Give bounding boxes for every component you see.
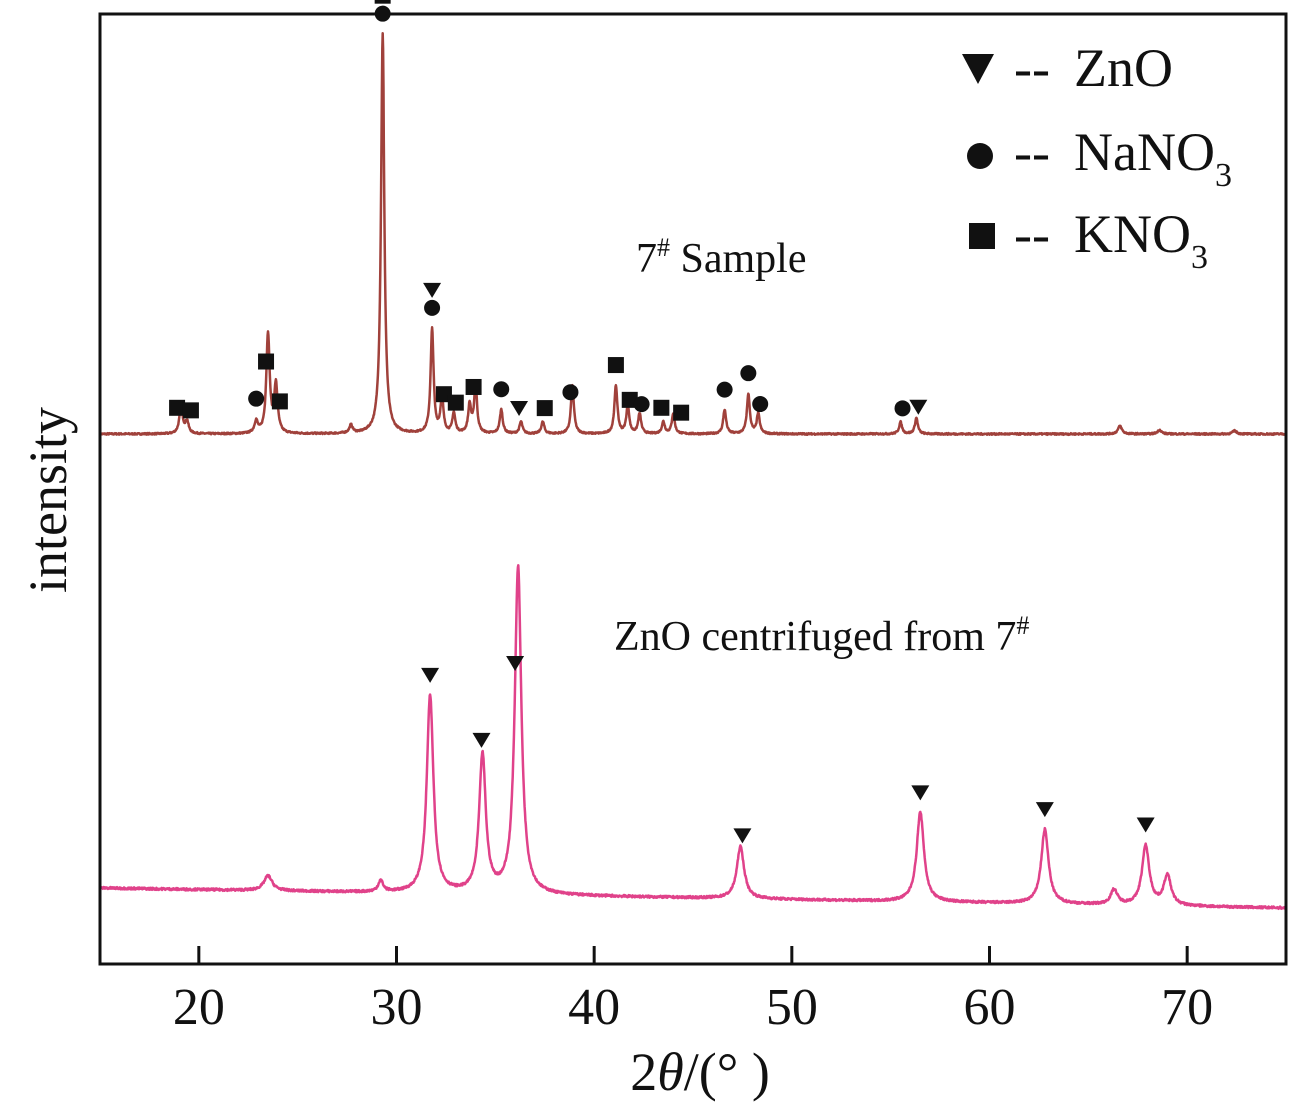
peak-marker-square-icon-2: [169, 399, 186, 416]
legend-label-zno: ZnO: [1074, 38, 1173, 98]
x-axis-title-symbol: θ: [657, 1042, 684, 1102]
legend-triangle-down-icon: [962, 54, 994, 84]
peak-marker-square-icon-17: [653, 399, 670, 416]
legend-label-kno3-sub: 3: [1191, 239, 1208, 276]
series-line-1: [98, 564, 1287, 911]
peak-marker-triangle-down-icon-28: [911, 785, 930, 801]
peak-marker-square-icon-12: [536, 400, 553, 417]
x-tick-label-30: 30: [371, 979, 423, 1036]
peak-marker-circle-icon-19: [716, 381, 733, 398]
annotation-7-sample-sup: #: [657, 233, 670, 262]
legend-circle-icon: [967, 143, 993, 169]
peak-marker-square-icon-14: [607, 357, 624, 374]
x-tick-label-40: 40: [568, 979, 620, 1036]
peak-marker-square-icon-8: [447, 394, 464, 411]
x-tick-label-70: 70: [1161, 979, 1213, 1036]
y-axis-title: intensity: [18, 407, 78, 593]
peak-marker-square-icon-5: [258, 353, 275, 370]
legend-entry-zno: -- ZnO: [962, 38, 1173, 98]
annotation-7-sample-base: 7: [636, 236, 657, 282]
peak-marker-triangle-down-icon-30: [1136, 817, 1155, 833]
peak-marker-triangle-down-icon-27: [733, 828, 752, 844]
legend: -- ZnO -- NaNO3 -- KNO3: [962, 38, 1232, 276]
legend-entry-kno3: -- KNO3: [969, 204, 1208, 276]
peak-marker-circle-icon-10: [493, 381, 510, 398]
legend-label-kno3-base: KNO: [1074, 204, 1191, 264]
peak-marker-triangle-down-icon-29: [1035, 802, 1054, 818]
peak-marker-triangle-down-icon-24: [421, 667, 440, 683]
x-tick-label-60: 60: [964, 979, 1016, 1036]
annotation-7-sample: 7# Sample: [636, 233, 806, 282]
peak-marker-circle-icon-1: [424, 299, 441, 316]
plot-frame: [98, 12, 1288, 966]
x-axis-title-prefix: 2: [630, 1042, 657, 1102]
legend-label-nano3-base: NaNO: [1074, 122, 1215, 182]
legend-label-nano3-sub: 3: [1215, 157, 1232, 194]
peak-marker-circle-icon-20: [740, 365, 757, 382]
x-ticks-layer: 20 30 40 50 60 70: [173, 946, 1213, 1036]
peak-marker-circle-icon-4: [248, 390, 265, 407]
legend-label-nano3: NaNO3: [1074, 122, 1232, 194]
legend-dash-kno3: --: [1014, 204, 1050, 264]
peak-marker-triangle-down-icon-1: [423, 282, 442, 298]
legend-dash-zno: --: [1014, 38, 1050, 98]
peak-markers-layer: [169, 0, 1155, 844]
peak-marker-circle-icon-16: [633, 396, 650, 413]
series-line-0: [98, 32, 1288, 437]
legend-label-kno3: KNO3: [1074, 204, 1208, 276]
annotation-zno-base: ZnO centrifuged from 7: [614, 614, 1016, 660]
legend-dash-nano3: --: [1014, 122, 1050, 182]
annotation-7-sample-text: Sample: [670, 236, 806, 282]
peak-marker-triangle-down-icon-25: [472, 732, 491, 748]
peak-marker-square-icon-0: [374, 0, 391, 4]
x-tick-label-20: 20: [173, 979, 225, 1036]
peak-marker-square-icon-6: [271, 393, 288, 410]
annotation-zno-centrifuged: ZnO centrifuged from 7#: [614, 611, 1029, 660]
peak-marker-circle-icon-13: [562, 384, 579, 401]
curves-layer: [98, 32, 1288, 911]
peak-marker-circle-icon-22: [894, 400, 911, 417]
annotation-zno-sup: #: [1016, 611, 1029, 640]
peak-marker-triangle-down-icon-26: [506, 656, 525, 672]
x-axis-title: 2θ/(° ): [630, 1042, 770, 1102]
x-tick-label-50: 50: [766, 979, 818, 1036]
peak-marker-triangle-down-icon-11: [510, 400, 529, 416]
x-axis-title-unit: /(° ): [684, 1042, 770, 1102]
peak-marker-square-icon-9: [465, 378, 482, 395]
peak-marker-square-icon-18: [673, 404, 690, 421]
peak-marker-circle-icon-21: [752, 396, 769, 413]
legend-square-icon: [969, 223, 995, 249]
peak-marker-square-icon-3: [182, 402, 199, 419]
legend-entry-nano3: -- NaNO3: [967, 122, 1232, 194]
peak-marker-triangle-down-icon-23: [909, 399, 928, 415]
